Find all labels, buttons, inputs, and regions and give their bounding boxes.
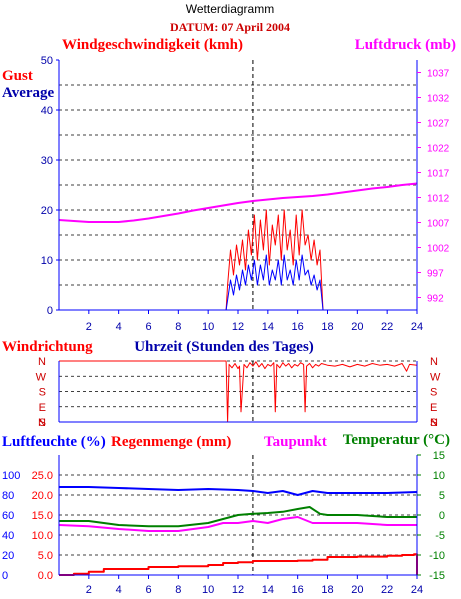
direction-right-label: N bbox=[430, 356, 438, 368]
humidity-tick-label: 80 bbox=[2, 490, 14, 502]
series-line-winddirection bbox=[59, 360, 418, 423]
humidity-tick-label: 40 bbox=[2, 530, 14, 542]
temperature-tick-label: 15 bbox=[433, 450, 445, 462]
date-label: DATUM: 07 April 2004 bbox=[170, 20, 290, 34]
temperature-tick-label: -5 bbox=[435, 530, 445, 542]
pressure-tick-label: 1032 bbox=[427, 94, 450, 105]
rain-tick-label: 25.0 bbox=[32, 470, 53, 482]
pressure-tick-label: 1037 bbox=[427, 69, 450, 80]
pressure-tick-label: 1022 bbox=[427, 144, 450, 155]
series-line-gust bbox=[225, 209, 324, 311]
legend-rain: Regenmenge (mm) bbox=[111, 434, 231, 450]
direction-right-label: E bbox=[430, 402, 437, 414]
direction-right-label: S bbox=[430, 417, 437, 429]
wind-y-tick-label: 20 bbox=[41, 205, 53, 217]
pressure-tick-label: 1027 bbox=[427, 119, 450, 130]
wind-x-tick-label: 10 bbox=[202, 321, 214, 333]
series-line-luftfeuchte bbox=[59, 486, 418, 496]
wind-x-tick-label: 20 bbox=[351, 321, 363, 333]
rain-tick-label: 20.0 bbox=[32, 490, 53, 502]
wind-x-tick-label: 12 bbox=[232, 321, 244, 333]
wind-x-tick-label: 4 bbox=[116, 321, 122, 333]
direction-left-label: W bbox=[36, 371, 47, 383]
wind-x-tick-label: 8 bbox=[175, 321, 181, 333]
wind-y-tick-label: 10 bbox=[41, 255, 53, 267]
temperature-tick-label: 10 bbox=[433, 470, 445, 482]
series-line-taupunkt bbox=[58, 516, 417, 532]
wind-speed-title: Windgeschwindigkeit (kmh) bbox=[62, 37, 243, 53]
temperature-tick-label: 5 bbox=[439, 490, 445, 502]
humidity-tick-label: 60 bbox=[2, 510, 14, 522]
direction-left-label: E bbox=[39, 402, 46, 414]
series-line-average bbox=[225, 254, 324, 311]
climate-x-tick-label: 14 bbox=[262, 584, 274, 596]
rain-tick-label: 0.0 bbox=[38, 570, 53, 582]
climate-x-tick-label: 16 bbox=[292, 584, 304, 596]
wind-x-tick-label: 2 bbox=[86, 321, 92, 333]
time-axis-title: Uhrzeit (Stunden des Tages) bbox=[134, 339, 314, 355]
humidity-tick-label: 0 bbox=[2, 570, 8, 582]
wind-x-tick-label: 14 bbox=[262, 321, 274, 333]
legend-humidity: Luftfeuchte (%) bbox=[2, 434, 106, 450]
climate-x-tick-label: 20 bbox=[351, 584, 363, 596]
legend-gust: Gust bbox=[2, 68, 33, 84]
humidity-tick-label: 100 bbox=[2, 470, 20, 482]
pressure-title: Luftdruck (mb) bbox=[355, 37, 456, 53]
temperature-tick-label: 0 bbox=[439, 510, 445, 522]
climate-x-tick-label: 10 bbox=[202, 584, 214, 596]
legend-dewpoint: Taupunkt bbox=[264, 434, 327, 450]
pressure-tick-label: 1002 bbox=[427, 244, 450, 255]
humidity-tick-label: 20 bbox=[2, 550, 14, 562]
pressure-tick-label: 1012 bbox=[427, 194, 450, 205]
wind-x-tick-label: 24 bbox=[411, 321, 423, 333]
direction-left-label: S bbox=[39, 387, 46, 399]
direction-left-label: N bbox=[38, 356, 46, 368]
climate-x-tick-label: 12 bbox=[232, 584, 244, 596]
temperature-tick-label: -10 bbox=[429, 550, 445, 562]
direction-right-label: W bbox=[430, 371, 441, 383]
climate-x-tick-label: 8 bbox=[175, 584, 181, 596]
direction-right-label: S bbox=[430, 387, 437, 399]
wind-direction-title: Windrichtung bbox=[2, 339, 93, 355]
rain-tick-label: 15.0 bbox=[32, 510, 53, 522]
direction-right-label: N bbox=[430, 417, 438, 429]
series-line-regenmenge bbox=[59, 553, 418, 576]
wind-x-tick-label: 18 bbox=[321, 321, 333, 333]
series-line-temperatur bbox=[59, 506, 417, 528]
pressure-tick-label: 992 bbox=[427, 294, 444, 305]
temperature-tick-label: -15 bbox=[429, 570, 445, 582]
rain-tick-label: 10.0 bbox=[32, 530, 53, 542]
wind-y-tick-label: 50 bbox=[41, 55, 53, 67]
pressure-tick-label: 997 bbox=[427, 269, 444, 280]
climate-x-tick-label: 4 bbox=[116, 584, 122, 596]
wind-y-tick-label: 0 bbox=[47, 305, 53, 317]
direction-left-label: N bbox=[38, 417, 46, 429]
climate-x-tick-label: 22 bbox=[381, 584, 393, 596]
rain-tick-label: 5.0 bbox=[38, 550, 53, 562]
wind-y-tick-label: 40 bbox=[41, 105, 53, 117]
wind-x-tick-label: 6 bbox=[145, 321, 151, 333]
pressure-tick-label: 1017 bbox=[427, 169, 450, 180]
pressure-tick-label: 1007 bbox=[427, 219, 450, 230]
direction-left-label: S bbox=[39, 417, 46, 429]
wind-x-tick-label: 22 bbox=[381, 321, 393, 333]
series-line-luftdruck bbox=[58, 182, 418, 223]
climate-x-tick-label: 6 bbox=[145, 584, 151, 596]
climate-x-tick-label: 18 bbox=[321, 584, 333, 596]
climate-x-tick-label: 2 bbox=[86, 584, 92, 596]
climate-x-tick-label: 24 bbox=[411, 584, 423, 596]
legend-temperature: Temperatur (°C) bbox=[343, 432, 450, 448]
wind-y-tick-label: 30 bbox=[41, 155, 53, 167]
wind-x-tick-label: 16 bbox=[292, 321, 304, 333]
legend-average: Average bbox=[2, 85, 55, 101]
diagram-title: Wetterdiagramm bbox=[186, 2, 274, 16]
